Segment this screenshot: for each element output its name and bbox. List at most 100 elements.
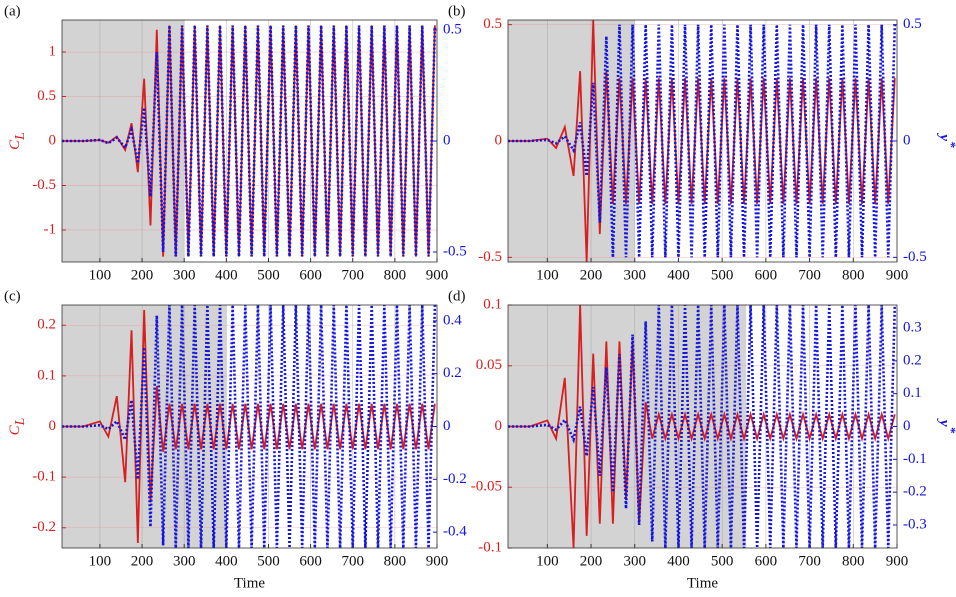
y-tick-label: 0.5: [483, 16, 502, 32]
y2-tick-label: 0.2: [443, 365, 462, 381]
y-tick-label: 0.2: [37, 317, 56, 333]
x-tick-label: 300: [624, 267, 647, 283]
y2-axis-label-main: y: [936, 132, 952, 141]
y2-axis-label-sup: *: [944, 141, 956, 148]
y-axis-label-main: C: [7, 424, 23, 435]
x-tick-label: 400: [667, 267, 690, 283]
x-tick-label: 500: [711, 553, 734, 569]
x-tick-label: 300: [624, 553, 647, 569]
x-tick-label: 300: [173, 267, 196, 283]
y-tick-label: -0.05: [471, 479, 502, 495]
y-axis-label: CL: [7, 417, 28, 435]
x-tick-label: 500: [711, 267, 734, 283]
panel-label: (a): [4, 3, 21, 19]
plot-frame: [61, 19, 438, 263]
y-tick-label: 0.1: [483, 296, 502, 312]
y-tick-label: 0.05: [476, 357, 502, 373]
series-line: [508, 24, 897, 258]
series-line: [62, 25, 437, 257]
y-tick-label: 1: [49, 43, 57, 59]
x-tick-label: 700: [341, 553, 364, 569]
x-tick-label: 600: [299, 553, 322, 569]
series-line: [508, 305, 897, 548]
y2-tick-label: 0.1: [903, 385, 922, 401]
x-tick-label: 500: [257, 267, 280, 283]
y2-tick-label: 0.2: [903, 352, 922, 368]
x-tick-label: 700: [798, 553, 821, 569]
x-axis-label: Time: [234, 575, 265, 591]
x-tick-label: 700: [341, 267, 364, 283]
y-tick-label: 0: [49, 132, 57, 148]
x-tick-label: 700: [798, 267, 821, 283]
x-tick-label: 100: [536, 553, 559, 569]
y-tick-label: -0.5: [478, 249, 502, 265]
y2-axis-label-sup: *: [944, 427, 956, 434]
y-tick-label: 0.1: [37, 367, 56, 383]
plot-frame: [507, 304, 898, 549]
y2-tick-label: 0.5: [903, 16, 922, 32]
y2-tick-label: -0.2: [903, 484, 927, 500]
y-tick-label: -0.5: [32, 177, 56, 193]
x-tick-label: 100: [89, 553, 112, 569]
x-tick-label: 300: [173, 553, 196, 569]
x-tick-label: 500: [257, 553, 280, 569]
x-tick-label: 800: [384, 267, 407, 283]
y2-axis-label: y*: [936, 418, 956, 434]
y2-tick-label: 0: [443, 418, 451, 434]
x-tick-label: 800: [842, 267, 865, 283]
plot-frame: [61, 304, 438, 549]
y2-tick-label: 0.5: [443, 21, 462, 37]
y-tick-label: -0.1: [478, 539, 502, 555]
x-tick-label: 400: [215, 267, 238, 283]
y2-tick-label: -0.4: [443, 524, 467, 540]
y-tick-label: 0: [495, 418, 503, 434]
x-tick-label: 100: [89, 267, 112, 283]
y-axis-label-sub: L: [13, 132, 28, 141]
series-line: [508, 20, 896, 262]
y2-axis-label-main: y: [936, 418, 952, 427]
series-line: [508, 305, 896, 548]
panel-label: (d): [448, 288, 466, 304]
y-tick-label: 0: [495, 132, 503, 148]
y-axis-label: CL: [7, 132, 28, 150]
series-line: [62, 310, 436, 543]
x-tick-label: 800: [384, 553, 407, 569]
y2-tick-label: 0: [903, 132, 911, 148]
y-tick-label: 0: [49, 418, 57, 434]
x-tick-label: 100: [536, 267, 559, 283]
y2-tick-label: -0.3: [903, 516, 927, 532]
x-tick-label: 400: [667, 553, 690, 569]
y-tick-label: 0.5: [37, 88, 56, 104]
x-tick-label: 900: [886, 267, 909, 283]
y-tick-label: -1: [44, 221, 57, 237]
y-axis-label-sub: L: [13, 417, 28, 426]
y2-tick-label: 0.3: [903, 319, 922, 335]
y2-tick-label: -0.1: [903, 451, 927, 467]
y-tick-label: -0.2: [32, 519, 56, 535]
panel-label: (b): [448, 3, 466, 19]
x-tick-label: 200: [580, 267, 603, 283]
y-tick-label: -0.1: [32, 469, 56, 485]
y2-tick-label: -0.5: [443, 243, 467, 259]
x-tick-label: 600: [755, 267, 778, 283]
series-line: [62, 25, 436, 257]
y2-tick-label: -0.2: [443, 471, 467, 487]
x-tick-label: 200: [131, 267, 154, 283]
x-tick-label: 600: [299, 267, 322, 283]
x-tick-label: 200: [580, 553, 603, 569]
panel-label: (c): [4, 288, 21, 304]
y-axis-label-main: C: [7, 139, 23, 150]
x-tick-label: 900: [886, 553, 909, 569]
x-tick-label: 800: [842, 553, 865, 569]
plot-frame: [507, 19, 898, 263]
x-tick-label: 200: [131, 553, 154, 569]
x-axis-label: Time: [687, 575, 718, 591]
y2-tick-label: 0: [443, 132, 451, 148]
x-tick-label: 400: [215, 553, 238, 569]
y2-tick-label: 0.4: [443, 312, 462, 328]
x-tick-label: 900: [426, 553, 449, 569]
y2-tick-label: 0: [903, 418, 911, 434]
y2-tick-label: -0.5: [903, 249, 927, 265]
x-tick-label: 900: [426, 267, 449, 283]
